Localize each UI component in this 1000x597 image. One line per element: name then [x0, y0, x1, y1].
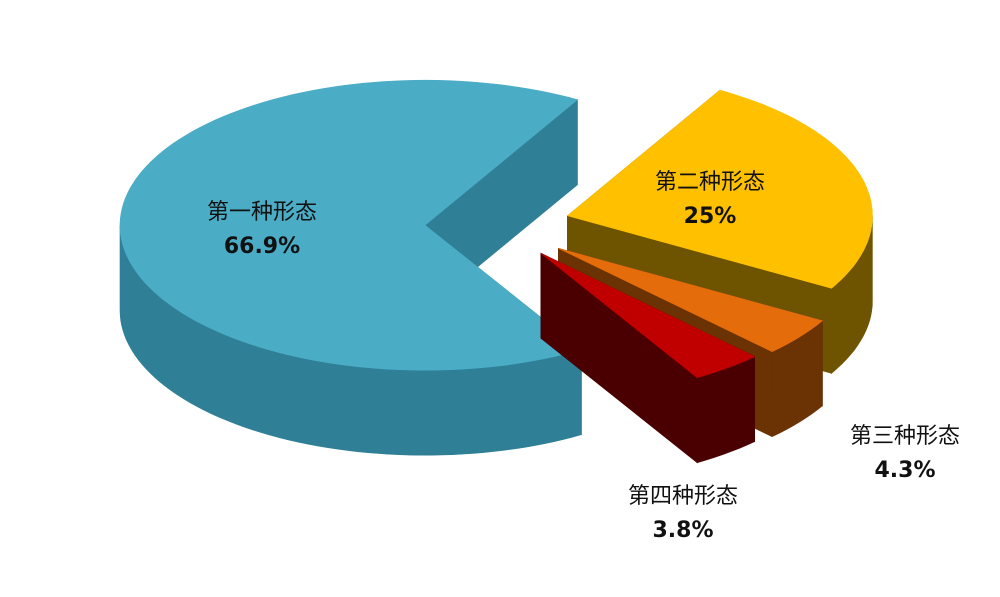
slice-3-name: 第三种形态: [849, 424, 961, 449]
slice-3-top: [558, 248, 824, 353]
slice-1-name: 第一种形态: [206, 200, 318, 225]
label-slice-3: 第三种形态 4.3%: [850, 420, 960, 488]
slice-1-value: 66.9%: [223, 234, 301, 259]
slice-4-name: 第四种形态: [627, 484, 739, 509]
label-slice-1: 第一种形态 66.9%: [207, 196, 317, 264]
label-slice-4: 第四种形态 3.8%: [628, 480, 738, 548]
slice-2-value: 25%: [683, 204, 737, 229]
label-slice-2: 第二种形态 25%: [655, 166, 765, 234]
slice-4-value: 3.8%: [652, 518, 714, 543]
slice-2-name: 第二种形态: [654, 170, 766, 195]
slice-3-value: 4.3%: [874, 458, 936, 483]
slice-4-top: [540, 252, 756, 379]
slice-1-top: [119, 79, 583, 371]
slice-2-top: [566, 89, 873, 289]
